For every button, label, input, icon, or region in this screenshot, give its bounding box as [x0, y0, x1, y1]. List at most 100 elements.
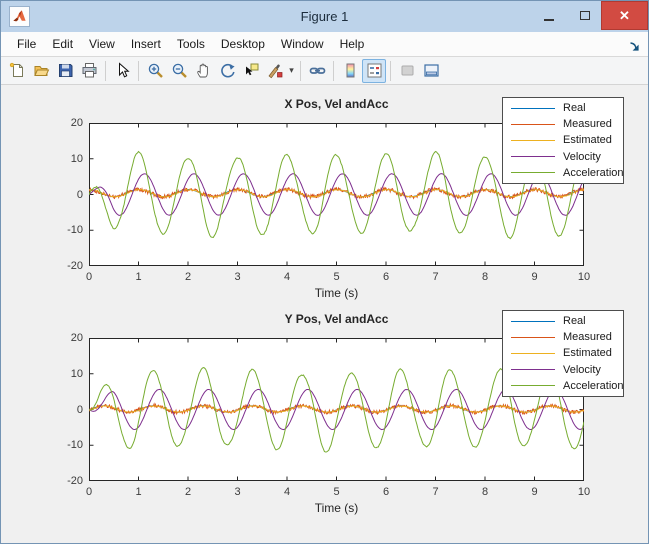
- y-tick-label: 0: [53, 404, 83, 416]
- subplot-y-xlabel: Time (s): [89, 501, 584, 515]
- open-file-button[interactable]: [29, 59, 53, 83]
- y-tick-label: 20: [53, 332, 83, 344]
- toolbar-separator: [333, 61, 334, 81]
- x-tick-label: 10: [572, 271, 596, 283]
- menu-item-file[interactable]: File: [9, 34, 44, 54]
- x-tick-label: 7: [424, 486, 448, 498]
- toolbar: ▾: [1, 57, 648, 85]
- subplot-y-legend[interactable]: RealMeasuredEstimatedVelocityAcceleratio…: [502, 310, 624, 397]
- show-plot-tools-button[interactable]: [419, 59, 443, 83]
- menu-item-edit[interactable]: Edit: [44, 34, 81, 54]
- legend-label: Real: [563, 315, 586, 327]
- pan-button[interactable]: [191, 59, 215, 83]
- menu-bar: FileEditViewInsertToolsDesktopWindowHelp: [1, 32, 648, 57]
- close-icon: ✕: [619, 8, 630, 24]
- legend-entry-velocity: Velocity: [503, 149, 623, 165]
- x-tick-label: 3: [226, 271, 250, 283]
- figure-window: Figure 1 ✕ FileEditViewInsertToolsDeskto…: [0, 0, 649, 544]
- x-tick-label: 6: [374, 486, 398, 498]
- legend-line-sample: [511, 369, 555, 370]
- open-file-icon: [33, 62, 50, 79]
- insert-legend-button[interactable]: [362, 59, 386, 83]
- hide-plot-tools-icon: [399, 62, 416, 79]
- y-tick-label: 0: [53, 189, 83, 201]
- x-tick-label: 4: [275, 271, 299, 283]
- legend-line-sample: [511, 124, 555, 125]
- rotate-3d-icon: [219, 62, 236, 79]
- x-tick-label: 8: [473, 486, 497, 498]
- x-tick-label: 2: [176, 271, 200, 283]
- brush-data-dropdown-arrow[interactable]: ▾: [287, 65, 296, 76]
- data-cursor-button[interactable]: [239, 59, 263, 83]
- legend-label: Velocity: [563, 364, 601, 376]
- menu-item-view[interactable]: View: [81, 34, 123, 54]
- close-button[interactable]: ✕: [601, 1, 648, 30]
- legend-line-sample: [511, 337, 555, 338]
- hide-plot-tools-button: [395, 59, 419, 83]
- subplot-x-legend[interactable]: Real Measured EstimatedVelocity Acceleratio…: [502, 97, 624, 184]
- y-tick-label: 10: [53, 153, 83, 165]
- x-tick-label: 0: [77, 486, 101, 498]
- y-tick-label: -10: [53, 224, 83, 236]
- subplot-x-xlabel: Time (s): [89, 286, 584, 300]
- y-tick-label: 20: [53, 117, 83, 129]
- legend-label: Measured: [563, 118, 612, 130]
- dock-figure-icon[interactable]: [629, 39, 640, 50]
- pan-icon: [195, 62, 212, 79]
- x-tick-label: 9: [523, 271, 547, 283]
- menu-item-insert[interactable]: Insert: [123, 34, 169, 54]
- minimize-button[interactable]: [534, 1, 564, 30]
- menu-item-window[interactable]: Window: [273, 34, 332, 54]
- legend-line-sample: [511, 172, 555, 173]
- brush-data-button[interactable]: [263, 59, 287, 83]
- legend-line-sample: [511, 353, 555, 354]
- x-tick-label: 5: [325, 486, 349, 498]
- y-tick-label: 10: [53, 368, 83, 380]
- legend-label: Acceleration: [563, 167, 624, 179]
- x-tick-label: 8: [473, 271, 497, 283]
- legend-line-sample: [511, 156, 555, 157]
- legend-label: Estimated: [563, 347, 612, 359]
- maximize-button[interactable]: [570, 1, 600, 30]
- legend-line-sample: [511, 140, 555, 141]
- menu-item-desktop[interactable]: Desktop: [213, 34, 273, 54]
- save-figure-button[interactable]: [53, 59, 77, 83]
- print-figure-icon: [81, 62, 98, 79]
- title-bar: Figure 1 ✕: [1, 1, 648, 32]
- x-tick-label: 2: [176, 486, 200, 498]
- zoom-in-button[interactable]: [143, 59, 167, 83]
- legend-entry-measured: Measured: [503, 116, 623, 132]
- insert-colorbar-button[interactable]: [338, 59, 362, 83]
- legend-label: Measured: [563, 331, 612, 343]
- zoom-out-icon: [171, 62, 188, 79]
- rotate-3d-button[interactable]: [215, 59, 239, 83]
- new-figure-icon: [9, 62, 26, 79]
- figure-canvas: X Pos, Vel andAcc Time (s) RealMeasuredE…: [1, 85, 649, 544]
- legend-entry-velocity: Velocity: [503, 362, 623, 378]
- toolbar-separator: [138, 61, 139, 81]
- legend-line-sample: [511, 321, 555, 322]
- x-tick-label: 6: [374, 271, 398, 283]
- toolbar-separator: [390, 61, 391, 81]
- zoom-in-icon: [147, 62, 164, 79]
- legend-label: Real: [563, 102, 586, 114]
- zoom-out-button[interactable]: [167, 59, 191, 83]
- edit-plot-button[interactable]: [110, 59, 134, 83]
- series-real: [89, 190, 584, 197]
- x-tick-label: 3: [226, 486, 250, 498]
- legend-entry-acceleration: Acceleration: [503, 165, 623, 181]
- x-tick-label: 1: [127, 486, 151, 498]
- print-figure-button[interactable]: [77, 59, 101, 83]
- y-tick-label: -20: [53, 475, 83, 487]
- legend-entry-estimated: Estimated: [503, 132, 623, 148]
- y-tick-label: -20: [53, 260, 83, 272]
- legend-entry-measured: Measured: [503, 329, 623, 345]
- legend-entry-estimated: Estimated: [503, 345, 623, 361]
- toolbar-separator: [105, 61, 106, 81]
- new-figure-button[interactable]: [5, 59, 29, 83]
- link-plot-button[interactable]: [305, 59, 329, 83]
- x-tick-label: 10: [572, 486, 596, 498]
- menu-item-tools[interactable]: Tools: [169, 34, 213, 54]
- menu-item-help[interactable]: Help: [332, 34, 373, 54]
- show-plot-tools-icon: [423, 62, 440, 79]
